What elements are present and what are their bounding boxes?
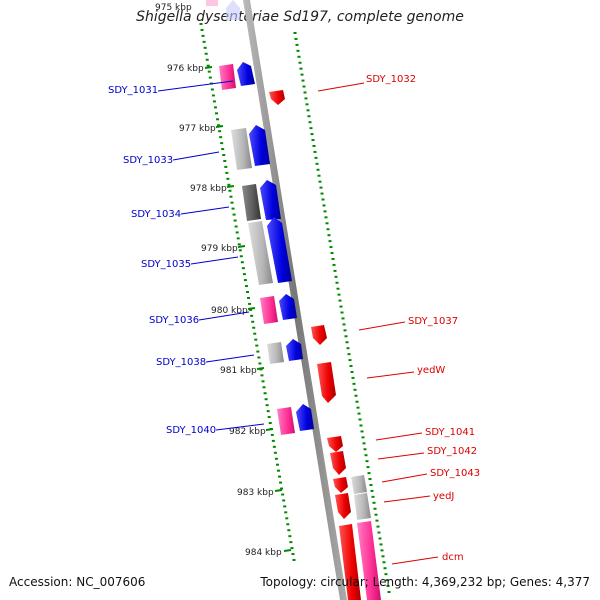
gene-sdy1032-cds [269,90,285,105]
leader-sdy1035 [190,256,239,265]
gene-sdy1036-pink [260,296,278,324]
leader-sdy1032 [317,82,365,92]
leader-sdy1031 [157,80,234,92]
leader-sdy1043 [381,473,428,483]
leader-sdy1034 [180,206,230,215]
forward-gene-features [219,62,314,435]
tick-label-980: 980 kbp [211,306,248,316]
tick-label-983: 983 kbp [237,488,274,498]
gene-label-sdy1038: SDY_1038 [156,357,206,368]
gene-sdy1036-cds [279,294,297,320]
gene-yedw-cds [317,362,336,403]
gene-label-sdy1032: SDY_1032 [366,74,416,85]
gene-dcm-cds [339,524,361,600]
left-tick-track [199,23,296,561]
gene-label-sdy1043: SDY_1043 [430,468,480,479]
gene-sdy1040-cds [296,404,314,431]
gene-sdy1034-dark [242,184,261,221]
accession-text: Accession: NC_007606 [9,575,146,589]
gene-yedj-grey [354,493,371,520]
gene-sdy1035-grey [248,221,273,285]
gene-label-dcm: dcm [442,552,464,563]
leader-sdy1033 [172,151,220,161]
faded-gene-top-arrow [226,0,240,20]
gene-label-sdy1040: SDY_1040 [166,425,216,436]
gene-sdy1043-grey [351,475,367,494]
leader-sdy1036 [198,311,250,321]
gene-label-sdy1036: SDY_1036 [149,315,199,326]
gene-label-sdy1031: SDY_1031 [108,85,158,96]
gene-sdy1031-cds [237,62,255,86]
leader-sdy1040 [215,423,265,431]
gene-sdy1035-cds [267,217,292,283]
gene-sdy1040-pink [277,407,295,435]
gene-label-sdy1033: SDY_1033 [123,155,173,166]
gene-label-yedw: yedW [417,365,445,376]
leader-sdy1041 [375,432,423,441]
tick-label-979: 979 kbp [201,244,238,254]
tick-label-982: 982 kbp [229,427,266,437]
major-tick-983 [274,489,283,492]
tick-label-976: 976 kbp [167,64,204,74]
major-tick-979 [237,245,246,248]
gene-yedj-cds [335,493,351,519]
major-tick-982 [265,428,274,431]
gene-label-sdy1035: SDY_1035 [141,259,191,270]
leader-dcm [391,556,439,565]
gene-sdy1037-cds [311,325,327,345]
tick-label-978: 978 kbp [190,184,227,194]
gene-label-sdy1037: SDY_1037 [408,316,458,327]
gene-sdy1042-cds [330,451,346,475]
gene-sdy1031-pink [219,64,236,90]
reverse-gene-features [269,90,381,600]
gene-sdy1038-cds [286,339,303,361]
tick-label-977: 977 kbp [179,124,216,134]
faded-gene-top-left [206,0,218,6]
gene-label-sdy1034: SDY_1034 [131,209,181,220]
major-tick-981 [256,367,265,370]
leader-yedj [383,495,431,503]
major-tick-977 [215,125,224,128]
gene-sdy1033-cds [249,125,270,166]
gene-sdy1034-cds [260,180,281,220]
leader-yedw [366,371,415,379]
tick-label-984: 984 kbp [245,548,282,558]
gene-sdy1043-cds [333,477,348,493]
tick-label-975: 975 kbp [155,3,192,13]
right-tick-track [293,32,391,593]
major-tick-980 [247,307,256,310]
gene-sdy1038-grey [267,342,284,364]
map-title: Shigella dysenteriae Sd197, complete gen… [136,9,464,25]
gene-dcm-pink [357,521,381,600]
major-tick-976 [204,66,213,69]
genome-backbone [243,0,347,600]
gene-label-sdy1041: SDY_1041 [425,427,475,438]
leader-sdy1037 [358,321,406,331]
leader-sdy1038 [205,354,255,363]
genome-summary-text: Topology: circular; Length: 4,369,232 bp… [260,575,590,589]
leader-sdy1042 [377,452,425,460]
gene-label-sdy1042: SDY_1042 [427,446,477,457]
major-tick-984 [283,549,292,552]
tick-label-981: 981 kbp [220,366,257,376]
gene-sdy1033-grey [231,128,252,170]
gene-sdy1041-cds [327,436,343,452]
major-tick-978 [226,185,235,188]
gene-label-yedj: yedJ [433,491,454,502]
